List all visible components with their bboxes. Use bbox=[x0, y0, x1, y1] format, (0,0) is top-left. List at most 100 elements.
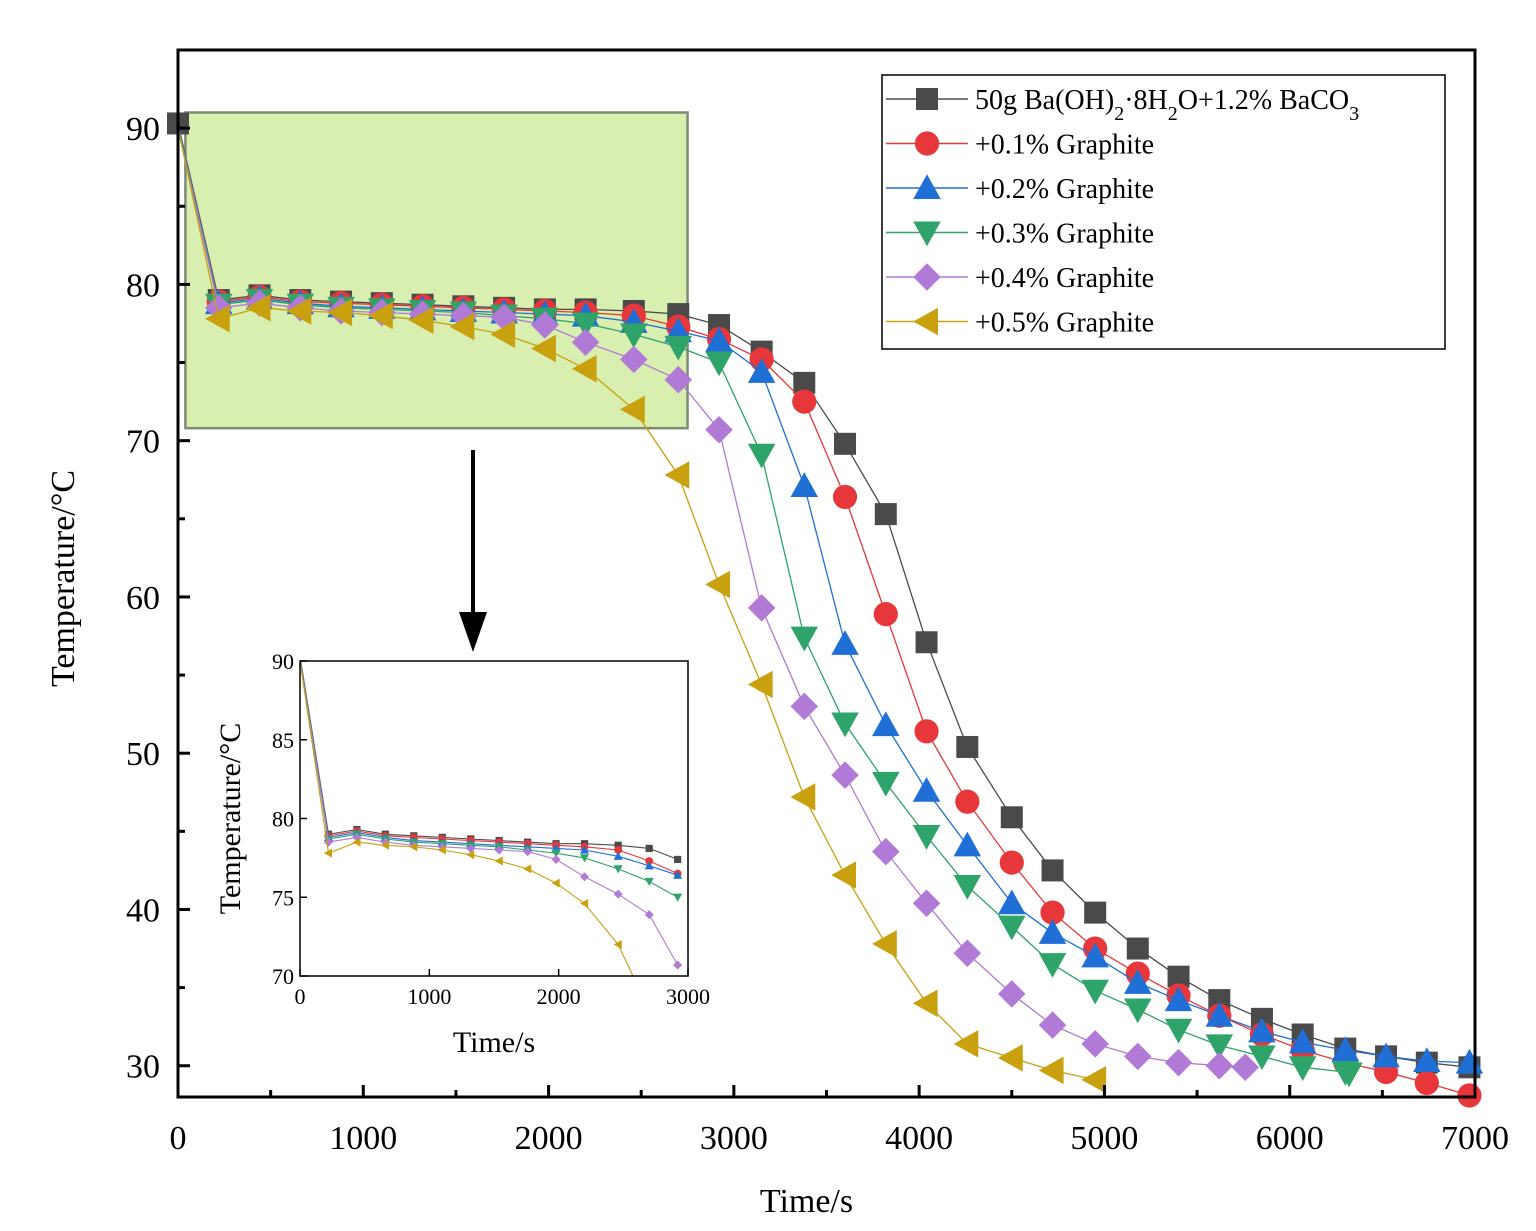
inset-series-line-3 bbox=[300, 661, 678, 898]
legend-label-part: 2 bbox=[1168, 103, 1178, 125]
legend-label-3: +0.3% Graphite bbox=[975, 219, 1154, 250]
inset-point-3-10 bbox=[580, 854, 590, 863]
inset-x-axis-title: Time/s bbox=[453, 1026, 535, 1059]
series-point-1-21 bbox=[1040, 900, 1065, 925]
inset-y-tick-label-3: 85 bbox=[272, 728, 294, 753]
series-point-3-25 bbox=[1205, 1034, 1234, 1060]
x-tick-label-1: 1000 bbox=[329, 1120, 397, 1157]
inset-series bbox=[300, 661, 683, 976]
legend-label-part: 3 bbox=[1349, 103, 1359, 125]
zoom-arrow bbox=[459, 450, 487, 652]
series-point-2-16 bbox=[831, 630, 859, 655]
series-point-2-21 bbox=[1038, 919, 1067, 944]
series-point-2-30 bbox=[1413, 1047, 1441, 1073]
series-point-5-13 bbox=[705, 570, 731, 599]
legend-box bbox=[881, 74, 1446, 350]
series-point-5-9 bbox=[531, 334, 556, 363]
inset-point-0-11 bbox=[614, 841, 622, 849]
series-point-4-11 bbox=[620, 345, 648, 374]
series-point-3-11 bbox=[620, 323, 648, 349]
series-point-2-26 bbox=[1248, 1017, 1276, 1043]
series-point-3-16 bbox=[831, 712, 859, 738]
series-point-2-28 bbox=[1331, 1036, 1360, 1062]
inset-y-tick-label-1: 75 bbox=[272, 885, 294, 910]
legend-label-4: +0.4% Graphite bbox=[975, 263, 1154, 294]
inset-point-3-13 bbox=[673, 893, 683, 902]
inset-point-4-7 bbox=[494, 845, 504, 855]
series-point-5-19 bbox=[953, 1030, 979, 1058]
y-tick-label-2: 50 bbox=[126, 736, 160, 773]
highlight-box bbox=[184, 111, 689, 430]
series-point-0-16 bbox=[834, 432, 857, 455]
inset-point-5-7 bbox=[494, 856, 503, 866]
series-point-5-17 bbox=[872, 930, 897, 958]
series-point-5-6 bbox=[408, 306, 434, 335]
inset-y-tick-label-2: 80 bbox=[272, 807, 294, 832]
inset-background bbox=[300, 661, 688, 976]
series-point-1-17 bbox=[873, 602, 898, 627]
series-point-4-13 bbox=[705, 415, 733, 444]
inset-y-tick-label-4: 90 bbox=[272, 649, 294, 674]
series-point-5-14 bbox=[747, 670, 773, 699]
y-tick-label-5: 80 bbox=[126, 267, 160, 304]
inset-point-2-13 bbox=[673, 870, 683, 879]
series-point-2-24 bbox=[1164, 986, 1193, 1012]
legend-label-part: ·8H bbox=[1124, 85, 1168, 116]
y-tick-label-3: 60 bbox=[126, 580, 160, 617]
series-point-5-5 bbox=[368, 301, 393, 330]
series-point-3-15 bbox=[790, 626, 819, 652]
legend-marker-3 bbox=[913, 221, 941, 247]
series-point-1-16 bbox=[832, 484, 858, 510]
series-point-5-8 bbox=[490, 320, 516, 349]
inset-series-line-1 bbox=[300, 661, 678, 875]
x-tick-label-0: 0 bbox=[170, 1120, 187, 1157]
series-point-4-19 bbox=[953, 939, 982, 967]
legend-marker-4 bbox=[913, 263, 941, 291]
legend-label-5: +0.5% Graphite bbox=[975, 308, 1154, 339]
series-point-2-29 bbox=[1372, 1042, 1400, 1068]
series-point-1-20 bbox=[999, 850, 1024, 875]
inset-point-2-12 bbox=[644, 861, 654, 870]
series-point-4-20 bbox=[998, 980, 1026, 1008]
inset-point-4-6 bbox=[466, 843, 476, 853]
series-point-4-10 bbox=[571, 328, 600, 356]
y-axis-title: Temperature/°C bbox=[45, 470, 82, 687]
series-point-0-15 bbox=[793, 371, 816, 394]
series-point-5-12 bbox=[664, 461, 690, 489]
inset-point-5-8 bbox=[523, 864, 532, 874]
series-point-3-22 bbox=[1081, 979, 1109, 1005]
series-point-2-13 bbox=[705, 326, 733, 352]
series-point-3-20 bbox=[998, 915, 1026, 941]
series-point-1-19 bbox=[955, 789, 980, 814]
inset-point-5-9 bbox=[551, 878, 560, 888]
series-point-5-1 bbox=[205, 305, 230, 333]
series-point-1-30 bbox=[1414, 1070, 1439, 1096]
series-point-0-17 bbox=[874, 503, 897, 526]
series-point-3-19 bbox=[953, 875, 982, 900]
series-point-1-31 bbox=[1457, 1083, 1482, 1108]
inset-point-5-6 bbox=[466, 850, 475, 860]
series-point-4-25 bbox=[1205, 1051, 1234, 1080]
series-point-2-18 bbox=[912, 776, 941, 802]
inset-y-axis-title: Temperature/°C bbox=[214, 723, 247, 914]
inset-series-line-4 bbox=[300, 661, 679, 966]
inset-point-0-12 bbox=[645, 844, 653, 853]
legend-marker-5 bbox=[913, 307, 938, 336]
series-point-2-19 bbox=[953, 831, 982, 857]
series-point-0-18 bbox=[915, 631, 938, 654]
series-point-5-16 bbox=[831, 861, 857, 889]
inset-series-line-0 bbox=[300, 661, 678, 860]
inset-point-5-10 bbox=[580, 899, 589, 909]
series-point-4-24 bbox=[1164, 1048, 1193, 1077]
inset-point-3-12 bbox=[644, 877, 654, 886]
legend-label-0: 50g Ba(OH)2·8H2O+1.2% BaCO3 bbox=[975, 85, 1359, 125]
series-point-2-22 bbox=[1081, 942, 1109, 968]
arrow-head bbox=[459, 612, 487, 652]
series-5 bbox=[177, 127, 1107, 1094]
inset-point-2-10 bbox=[580, 845, 590, 854]
inset-y-tick-label-0: 70 bbox=[272, 964, 294, 989]
series-point-5-22 bbox=[1081, 1066, 1107, 1094]
series-point-2-14 bbox=[747, 358, 776, 383]
series-point-3-21 bbox=[1038, 953, 1067, 978]
y-tick-label-4: 70 bbox=[126, 424, 160, 461]
